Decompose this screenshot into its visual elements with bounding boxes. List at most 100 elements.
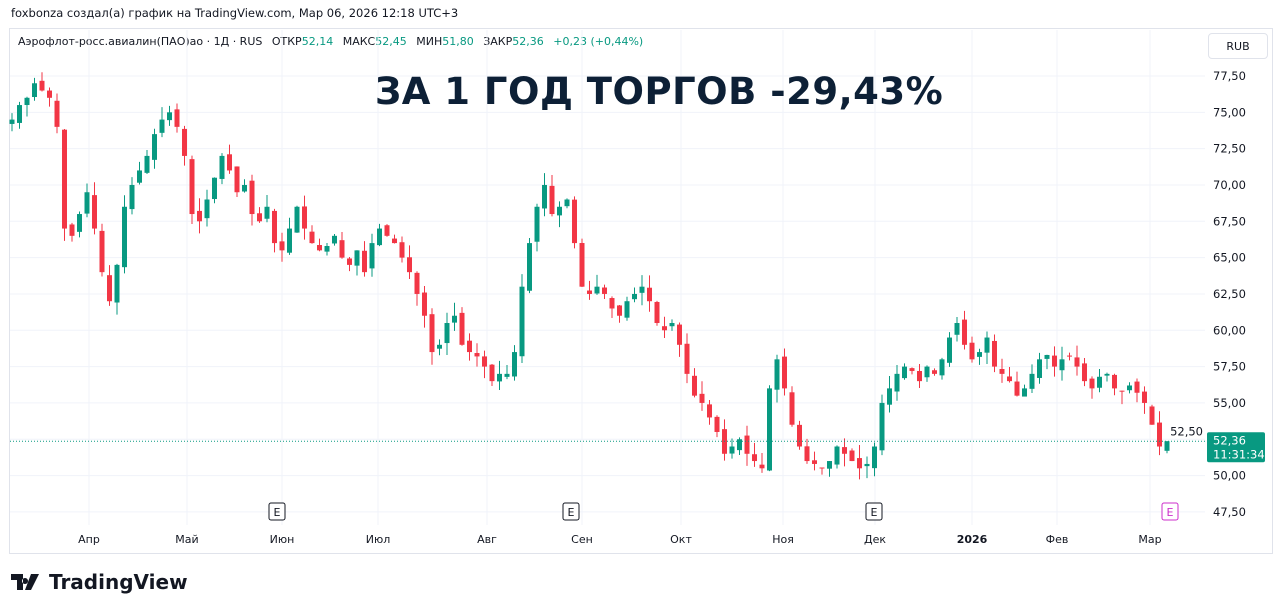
candle (924, 365, 930, 382)
y-tick-label: 72,50 (1213, 142, 1246, 156)
candle-body (309, 231, 315, 244)
candle-body (77, 214, 82, 232)
candle-body (377, 228, 382, 246)
candle-body (347, 258, 352, 265)
candle (969, 336, 975, 363)
candle-body (519, 286, 525, 357)
close-label: ЗАКР (483, 35, 513, 48)
candle-body (497, 373, 502, 382)
candle (789, 386, 795, 427)
candle (1164, 441, 1170, 454)
candle (647, 275, 652, 312)
open-label: ОТКР (271, 35, 302, 48)
candle (587, 280, 592, 300)
y-tick-label: 77,50 (1213, 69, 1246, 83)
candle-body (1119, 390, 1125, 392)
candle-body (774, 359, 780, 390)
candle-body (557, 206, 562, 216)
candle (467, 333, 472, 361)
candle-body (624, 301, 630, 318)
earnings-marker[interactable]: E (562, 502, 580, 521)
candle-body (1134, 381, 1140, 393)
candle (287, 217, 292, 255)
candle (399, 236, 405, 263)
candle-body (174, 109, 180, 127)
candle (1104, 372, 1110, 382)
candle-body (849, 450, 855, 462)
candle-body (92, 195, 97, 229)
candle (339, 232, 345, 259)
earnings-marker[interactable]: E (268, 502, 286, 521)
candle (422, 286, 427, 328)
earnings-icon (268, 502, 286, 521)
y-tick-label: 52,50 (1170, 424, 1203, 438)
candle-body (1067, 355, 1072, 357)
candle-body (804, 446, 810, 462)
candle-body (572, 199, 577, 244)
candle-body (384, 225, 390, 236)
candle-body (54, 100, 60, 127)
candle-body (467, 340, 472, 353)
candle (699, 381, 705, 411)
candle (369, 233, 375, 277)
candle (354, 250, 360, 276)
candle-body (137, 170, 142, 183)
candle (242, 179, 247, 193)
candle (864, 456, 870, 479)
candle (984, 331, 990, 364)
candle (347, 257, 352, 272)
candle (1059, 346, 1065, 381)
x-tick-label: Июн (270, 533, 295, 546)
earnings-marker[interactable]: E (1161, 502, 1179, 521)
x-tick-label: Окт (670, 533, 692, 546)
candle (917, 364, 922, 389)
candle-body (257, 213, 262, 222)
candle-body (842, 447, 847, 454)
earnings-marker[interactable]: E (865, 502, 883, 521)
candle (122, 195, 127, 274)
earnings-label: E (871, 506, 878, 519)
candle-body (287, 228, 292, 253)
candle-body (789, 392, 795, 425)
candle-body (1082, 363, 1087, 382)
candles (9, 72, 1170, 480)
candle (857, 445, 862, 480)
candle (662, 316, 667, 338)
candle (249, 174, 255, 226)
candle-body (1157, 422, 1162, 447)
candle-body (1097, 376, 1102, 388)
candle (684, 333, 690, 384)
candle-body (24, 97, 30, 106)
currency-button[interactable]: RUB (1208, 33, 1268, 59)
candle (279, 232, 285, 262)
candle-body (827, 461, 832, 469)
candle (887, 375, 892, 413)
candle (714, 415, 720, 438)
candle (632, 287, 637, 303)
candle-body (429, 314, 435, 353)
candle (1157, 411, 1162, 456)
candle-body (692, 375, 697, 396)
candle (204, 189, 210, 227)
candle (977, 348, 982, 365)
earnings-label: E (274, 506, 281, 519)
grid (10, 30, 1205, 525)
candle (894, 364, 900, 401)
tradingview-logo[interactable]: TradingView (11, 570, 188, 594)
candle (189, 155, 195, 225)
candle (939, 357, 945, 380)
candle-body (392, 238, 397, 244)
candle (99, 223, 105, 277)
candle-body (489, 364, 495, 382)
time-axis: Апр Май Июн Июл Авг Сен Окт Ноя Дек 2026 Фев Мар (78, 533, 1161, 546)
candle-body (317, 245, 322, 251)
candle (729, 438, 735, 459)
candle-body (182, 128, 187, 156)
candle (737, 437, 742, 456)
candle (47, 87, 52, 107)
candle-body (609, 298, 615, 309)
candle (834, 445, 840, 469)
candle-body (39, 80, 45, 91)
earnings-icon (1161, 502, 1179, 521)
